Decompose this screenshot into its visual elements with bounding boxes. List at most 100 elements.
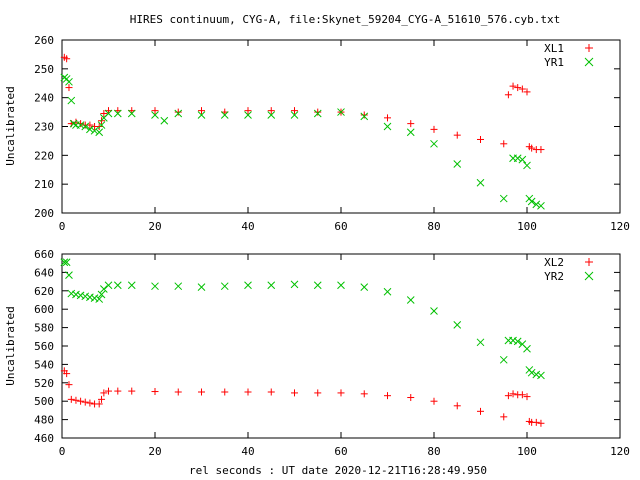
top-point-xl1 — [523, 88, 531, 96]
top-point-yr1 — [337, 108, 345, 116]
bottom-point-xl2 — [63, 370, 71, 378]
top-y-tick: 210 — [34, 178, 620, 191]
top-y-tick: 250 — [34, 63, 620, 76]
legend-marker-xl2 — [585, 258, 593, 266]
top-series-xl1 — [60, 53, 545, 154]
bottom-point-yr2 — [244, 281, 252, 290]
bottom-point-yr2 — [499, 355, 508, 364]
top-point-yr1 — [244, 111, 252, 119]
bottom-point-xl2 — [77, 397, 85, 405]
bottom-point-yr2 — [95, 295, 104, 303]
bottom-point-xl2 — [314, 389, 322, 397]
bottom-point-xl2 — [151, 388, 159, 396]
top-point-xl1 — [509, 82, 517, 90]
bottom-point-xl2 — [453, 402, 461, 410]
top-x-tick-label: 100 — [517, 220, 537, 233]
bottom-point-yr2 — [97, 290, 106, 299]
bottom-point-yr2 — [509, 336, 517, 345]
top-point-xl1 — [477, 135, 484, 143]
bottom-point-yr2 — [430, 307, 438, 315]
top-point-xl1 — [518, 85, 526, 93]
bottom-point-yr2 — [197, 283, 206, 291]
top-point-xl1 — [63, 55, 71, 63]
bottom-y-tick-label: 580 — [34, 322, 54, 335]
bottom-point-xl2 — [407, 394, 415, 402]
bottom-y-tick-label: 480 — [34, 414, 54, 427]
bottom-y-tick: 640 — [34, 266, 620, 279]
top-point-yr1 — [81, 122, 90, 131]
top-y-axis-label: Uncalibrated — [4, 86, 17, 165]
bottom-series-yr2 — [60, 258, 545, 380]
bottom-point-yr2 — [527, 368, 536, 377]
bottom-point-yr2 — [62, 258, 71, 267]
top-point-xl1 — [244, 107, 252, 115]
bottom-point-xl2 — [532, 418, 540, 426]
bottom-point-xl2 — [267, 388, 275, 396]
bottom-x-tick: 20 — [148, 254, 162, 458]
top-point-yr1 — [197, 111, 206, 119]
x-axis-label: rel seconds : UT date 2020-12-21T16:28:4… — [189, 464, 487, 477]
bottom-x-tick: 0 — [59, 254, 65, 458]
bottom-point-yr2 — [127, 281, 136, 290]
bottom-point-xl2 — [509, 390, 517, 398]
bottom-point-yr2 — [383, 287, 392, 296]
top-point-yr1 — [537, 201, 545, 210]
top-x-tick-label: 120 — [610, 220, 630, 233]
bottom-plot: 0 20 40 60 80 100 120 460 480 500 520 540 560 580 600… — [4, 248, 630, 458]
bottom-x-tick-label: 40 — [241, 445, 254, 458]
top-point-xl1 — [151, 107, 159, 115]
top-point-yr1 — [151, 111, 159, 119]
bottom-point-xl2 — [174, 388, 182, 396]
top-y-tick-label: 210 — [34, 178, 54, 191]
top-x-tick: 100 — [517, 40, 537, 233]
bottom-x-tick-label: 80 — [427, 445, 440, 458]
bottom-y-tick: 620 — [34, 285, 620, 298]
top-point-yr1 — [313, 109, 322, 118]
legend-marker-yr2 — [584, 271, 594, 281]
top-plot: 0 20 40 60 80 100 120 200 210 220 230 240 250 260 Un… — [4, 34, 630, 233]
bottom-point-xl2 — [95, 400, 103, 408]
bottom-x-tick-label: 100 — [517, 445, 537, 458]
top-y-tick-label: 260 — [34, 34, 54, 47]
bottom-y-tick-label: 540 — [34, 358, 54, 371]
bottom-point-yr2 — [513, 337, 522, 346]
legend-label-yr2: YR2 — [544, 270, 564, 283]
bottom-point-yr2 — [151, 282, 159, 291]
bottom-point-yr2 — [104, 281, 113, 290]
top-point-yr1 — [113, 109, 122, 118]
bottom-y-tick: 540 — [34, 358, 620, 371]
top-point-xl1 — [291, 107, 298, 115]
bottom-y-tick-label: 520 — [34, 377, 54, 390]
top-point-yr1 — [532, 200, 541, 209]
bottom-point-yr2 — [453, 320, 462, 329]
top-x-tick: 40 — [241, 40, 255, 233]
bottom-y-tick: 560 — [34, 340, 620, 353]
legend-label-xl1: XL1 — [544, 42, 564, 55]
top-point-xl1 — [86, 121, 94, 129]
bottom-point-xl2 — [477, 407, 484, 415]
bottom-point-yr2 — [72, 290, 80, 299]
legend-marker-yr1 — [584, 57, 594, 67]
top-point-yr1 — [90, 126, 99, 135]
bottom-point-yr2 — [360, 283, 369, 291]
top-point-xl1 — [267, 107, 275, 115]
bottom-point-xl2 — [504, 392, 512, 400]
top-point-yr1 — [453, 160, 462, 168]
bottom-point-xl2 — [128, 387, 136, 395]
top-point-xl1 — [198, 107, 205, 115]
legend-marker-yr2 — [584, 271, 594, 281]
top-y-tick-label: 250 — [34, 63, 54, 76]
bottom-point-yr2 — [406, 296, 415, 304]
top-legend: XL1 YR1 — [544, 42, 594, 69]
top-point-yr1 — [95, 128, 104, 137]
top-point-xl1 — [430, 125, 438, 133]
bottom-x-tick: 40 — [241, 254, 255, 458]
bottom-y-tick: 600 — [34, 303, 620, 316]
top-point-yr1 — [76, 121, 85, 129]
bottom-point-xl2 — [114, 387, 122, 395]
bottom-point-yr2 — [60, 258, 69, 267]
bottom-point-yr2 — [81, 292, 90, 301]
bottom-y-tick: 580 — [34, 322, 620, 335]
bottom-point-yr2 — [174, 282, 183, 291]
top-point-xl1 — [504, 91, 512, 99]
